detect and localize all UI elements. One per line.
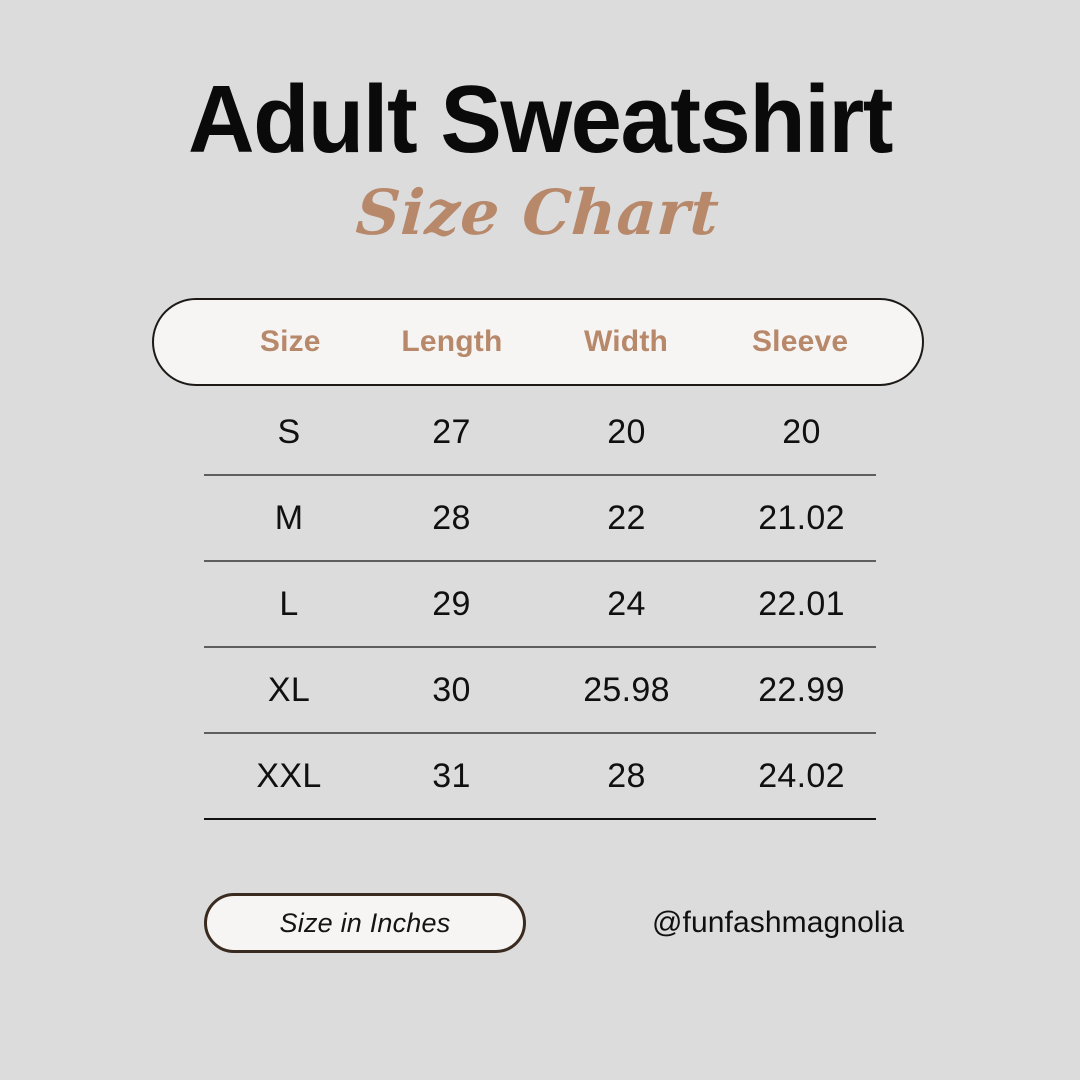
cell-size: XXL — [256, 756, 322, 795]
cell-length: 27 — [432, 412, 471, 451]
cell-sleeve: 22.01 — [758, 584, 845, 623]
cell-size: S — [277, 412, 301, 451]
table-body: S 27 20 20 M 28 22 21.02 L 29 24 22.01 — [152, 390, 924, 820]
table-bottom-divider — [204, 818, 876, 820]
title-block: Adult Sweatshirt Size Chart — [0, 66, 1080, 250]
row-divider — [204, 474, 876, 476]
cell-size: M — [274, 498, 304, 537]
column-header-length: Length — [401, 325, 503, 358]
cell-width: 28 — [607, 756, 646, 795]
unit-badge: Size in Inches — [204, 893, 526, 953]
column-header-size: Size — [259, 325, 321, 358]
table-row: L 29 24 22.01 — [152, 562, 924, 646]
cell-width: 24 — [607, 584, 646, 623]
cell-width: 22 — [607, 498, 646, 537]
row-divider — [204, 732, 876, 734]
table-header-row: Size Length Width Sleeve — [152, 298, 924, 386]
page-title: Adult Sweatshirt — [187, 66, 894, 173]
cell-sleeve: 24.02 — [758, 756, 845, 795]
cell-size: L — [279, 584, 299, 623]
cell-width: 25.98 — [583, 670, 670, 709]
row-divider — [204, 560, 876, 562]
cell-length: 28 — [432, 498, 471, 537]
footer: Size in Inches @funfashmagnolia — [152, 890, 924, 956]
cell-length: 31 — [432, 756, 471, 795]
cell-sleeve: 21.02 — [758, 498, 845, 537]
table-row: S 27 20 20 — [152, 390, 924, 474]
social-handle: @funfashmagnolia — [652, 906, 905, 939]
cell-size: XL — [267, 670, 311, 709]
table-row: XL 30 25.98 22.99 — [152, 648, 924, 732]
column-header-sleeve: Sleeve — [751, 325, 849, 358]
row-divider — [204, 646, 876, 648]
column-header-width: Width — [584, 325, 669, 358]
cell-sleeve: 20 — [782, 412, 821, 451]
cell-width: 20 — [607, 412, 646, 451]
table-row: M 28 22 21.02 — [152, 476, 924, 560]
table-row: XXL 31 28 24.02 — [152, 734, 924, 818]
unit-badge-label: Size in Inches — [279, 907, 451, 938]
cell-length: 30 — [432, 670, 471, 709]
page-subtitle: Size Chart — [353, 176, 722, 249]
cell-length: 29 — [432, 584, 471, 623]
cell-sleeve: 22.99 — [758, 670, 845, 709]
